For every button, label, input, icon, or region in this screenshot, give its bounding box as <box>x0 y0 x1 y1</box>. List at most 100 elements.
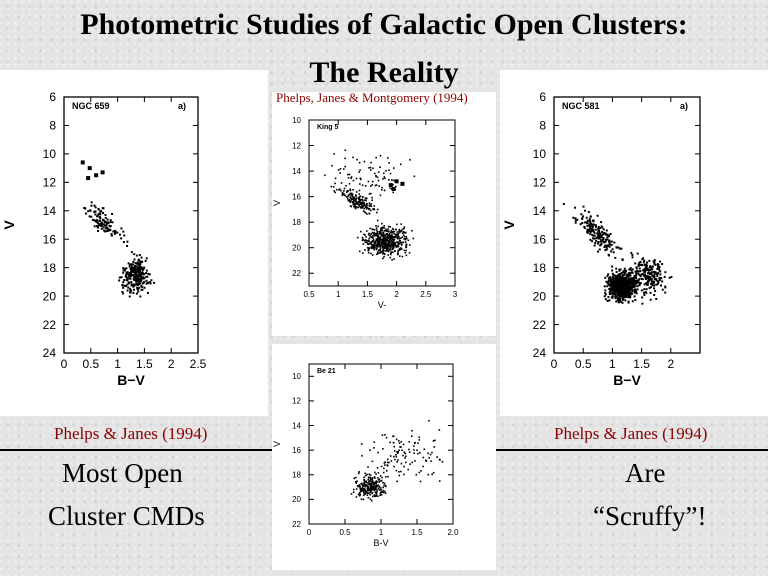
star-point <box>629 296 632 299</box>
star-point <box>622 296 625 299</box>
star-point <box>598 227 601 230</box>
x-tick-label: 1 <box>336 290 341 299</box>
star-point <box>395 455 398 458</box>
y-tick-label: 22 <box>533 318 547 332</box>
star-point <box>390 244 393 247</box>
star-point <box>369 169 372 171</box>
star-point <box>371 460 374 463</box>
star-point <box>411 230 413 232</box>
star-point <box>393 445 395 448</box>
star-point <box>621 295 624 298</box>
star-point <box>653 261 656 264</box>
star-point <box>604 238 607 241</box>
y-axis-label: V <box>272 200 282 206</box>
star-point <box>612 284 615 287</box>
star-point <box>641 258 644 261</box>
star-point <box>369 474 372 476</box>
star-point <box>378 238 381 240</box>
star-point <box>139 278 142 281</box>
star-point <box>386 233 388 235</box>
star-point <box>370 233 372 236</box>
star-point <box>379 494 382 497</box>
star-point <box>100 221 103 224</box>
star-point <box>386 239 389 242</box>
star-point <box>387 235 390 237</box>
star-point <box>374 487 376 490</box>
star-point <box>122 241 125 244</box>
star-point <box>146 281 149 284</box>
star-point <box>611 291 614 294</box>
y-tick-label: 16 <box>292 446 301 455</box>
star-point <box>108 228 111 231</box>
star-point <box>373 476 376 478</box>
star-point <box>373 447 375 449</box>
star-point <box>359 199 361 202</box>
star-point <box>135 292 138 295</box>
star-point <box>372 238 375 241</box>
star-point <box>120 276 123 279</box>
star-point <box>604 289 607 292</box>
star-point <box>388 232 391 235</box>
star-point <box>384 244 387 246</box>
star-point <box>615 267 618 270</box>
star-point <box>393 465 395 468</box>
star-point <box>408 448 410 451</box>
star-point <box>619 247 622 250</box>
star-point <box>386 248 388 251</box>
star-point <box>360 490 363 492</box>
star-point <box>620 295 623 298</box>
star-point <box>388 237 391 240</box>
star-point <box>341 191 344 194</box>
star-point <box>614 293 617 296</box>
star-point <box>364 249 366 251</box>
star-point <box>631 256 634 259</box>
star-point <box>383 482 386 485</box>
star-point <box>404 238 407 241</box>
star-point <box>616 288 619 291</box>
star-point <box>629 293 632 296</box>
star-point <box>362 485 364 488</box>
star-point <box>370 499 373 502</box>
star-point <box>638 282 641 285</box>
star-point <box>605 244 608 247</box>
star-point <box>376 246 379 248</box>
star-point <box>612 274 615 277</box>
star-point <box>366 204 368 207</box>
star-point <box>650 267 653 270</box>
star-point <box>367 481 370 483</box>
star-point <box>127 281 130 284</box>
star-point <box>645 265 648 268</box>
star-point <box>628 290 631 293</box>
star-point <box>374 242 377 245</box>
star-point <box>381 189 383 191</box>
star-point <box>392 191 395 194</box>
star-point <box>634 285 637 288</box>
star-point <box>648 273 651 276</box>
star-point <box>615 280 618 283</box>
y-tick-label: 18 <box>292 218 301 227</box>
star-point <box>397 242 400 245</box>
star-point <box>134 275 137 278</box>
y-tick-label: 18 <box>292 471 301 480</box>
star-point <box>375 488 377 490</box>
star-point <box>371 492 373 495</box>
star-point <box>608 243 611 246</box>
star-point <box>604 298 607 301</box>
star-point <box>366 247 369 249</box>
star-point <box>353 196 355 199</box>
star-point <box>148 281 151 284</box>
star-point <box>379 166 381 168</box>
star-point <box>419 451 421 454</box>
star-point <box>376 231 379 234</box>
star-point <box>371 491 374 494</box>
star-point <box>381 250 384 253</box>
star-point <box>374 246 376 249</box>
star-point <box>383 247 386 250</box>
star-point <box>618 272 621 275</box>
star-point <box>109 220 112 223</box>
star-point <box>438 429 441 431</box>
star-point <box>593 231 596 234</box>
star-point <box>404 232 407 234</box>
star-point <box>133 278 136 281</box>
